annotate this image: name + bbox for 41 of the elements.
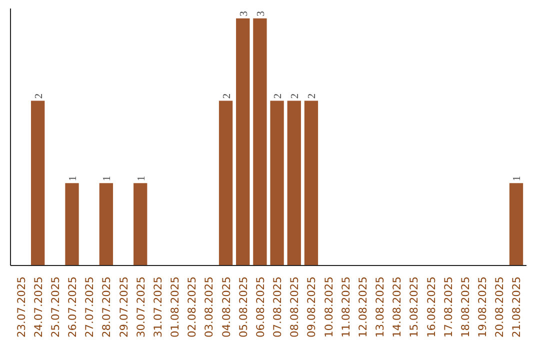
data-label: 1 xyxy=(512,176,524,182)
x-tick-label: 28.07.2025 xyxy=(100,276,114,338)
x-tick-label: 06.08.2025 xyxy=(254,276,267,338)
data-label: 2 xyxy=(34,93,45,99)
x-tick-label: 10.08.2025 xyxy=(322,276,336,338)
x-tick-label: 11.08.2025 xyxy=(339,276,352,338)
x-tick-label: 30.07.2025 xyxy=(134,276,148,338)
x-tick-label: 12.08.2025 xyxy=(356,276,370,338)
x-tick-label: 25.07.2025 xyxy=(48,276,62,338)
x-tick-label: 13.08.2025 xyxy=(374,276,387,338)
data-label: 3 xyxy=(256,11,267,16)
x-tick-label: 21.08.2025 xyxy=(510,276,524,338)
x-tick-label: 17.08.2025 xyxy=(442,276,455,338)
x-tick-label: 03.08.2025 xyxy=(202,276,216,338)
x-tick-label: 27.07.2025 xyxy=(83,276,96,338)
x-tick-label: 14.08.2025 xyxy=(390,276,404,338)
x-tick-label: 31.07.2025 xyxy=(151,276,164,338)
x-tick-label: 05.08.2025 xyxy=(236,276,250,338)
x-tick-label: 08.08.2025 xyxy=(288,276,302,338)
x-tick-label: 23.07.2025 xyxy=(14,276,28,338)
x-tick-label: 29.07.2025 xyxy=(117,276,130,338)
x-tick-label: 09.08.2025 xyxy=(305,276,318,338)
data-label: 1 xyxy=(102,176,114,182)
x-tick-label: 02.08.2025 xyxy=(186,276,199,338)
x-tick-label: 04.08.2025 xyxy=(220,276,233,338)
data-label: 2 xyxy=(222,93,233,99)
x-tick-label: 07.08.2025 xyxy=(271,276,284,338)
x-tick-label: 15.08.2025 xyxy=(408,276,421,338)
x-tick-label: 18.08.2025 xyxy=(458,276,472,338)
x-tick-label: 26.07.2025 xyxy=(66,276,80,338)
x-tick-label: 24.07.2025 xyxy=(32,276,45,338)
x-tick-label: 19.08.2025 xyxy=(476,276,490,338)
data-label: 3 xyxy=(238,11,250,16)
data-label: 2 xyxy=(290,93,302,99)
x-tick-label: 01.08.2025 xyxy=(168,276,182,338)
data-label: 2 xyxy=(273,93,284,99)
data-label: 2 xyxy=(307,93,318,99)
x-tick-label: 20.08.2025 xyxy=(493,276,506,338)
x-tick-label: 16.08.2025 xyxy=(424,276,438,338)
data-label: 1 xyxy=(136,176,148,182)
data-label: 1 xyxy=(68,176,80,182)
